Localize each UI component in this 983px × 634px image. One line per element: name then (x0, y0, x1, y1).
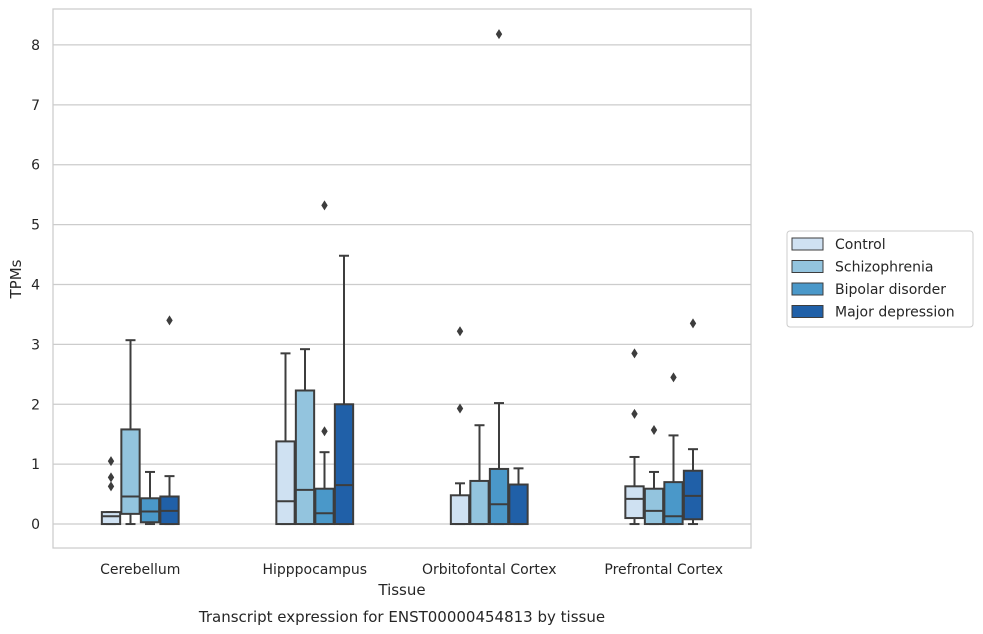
box (294, 389, 316, 526)
y-tick-label-4: 4 (31, 277, 40, 293)
y-tick-label-2: 2 (31, 397, 40, 413)
plot-frame (52, 8, 752, 549)
outlier-point (321, 426, 328, 437)
box-group (449, 326, 471, 526)
legend-swatch-3 (791, 282, 824, 296)
box-group (663, 372, 684, 526)
legend-swatch-4 (791, 305, 824, 318)
box-group (120, 339, 141, 526)
legend-label-2: Schizophrenia (835, 260, 933, 276)
y-tick-label-5: 5 (31, 218, 40, 234)
y-tick-label-6: 6 (31, 158, 40, 174)
y-tick-label-8: 8 (31, 38, 40, 54)
box-group (159, 315, 180, 526)
legend-swatch-2 (791, 260, 824, 273)
box-group (275, 352, 296, 526)
y-tick-label-7: 7 (31, 98, 40, 114)
box-group (333, 254, 355, 526)
box-group (508, 467, 529, 526)
outlier-point (107, 481, 115, 492)
box (139, 497, 161, 524)
outlier-point (670, 372, 677, 383)
x-tick-label-3: Orbitofontal Cortex (422, 562, 557, 578)
legend-label-4: Major depression (835, 305, 955, 321)
outlier-point (166, 315, 173, 326)
box (663, 481, 684, 526)
box-group (139, 470, 161, 526)
y-axis-title: TPMs (7, 259, 25, 299)
x-tick-label-2: Hipppocampus (262, 562, 367, 578)
box (333, 403, 355, 526)
outlier-point (689, 318, 697, 329)
outlier-point (107, 472, 115, 483)
box (275, 440, 296, 526)
outlier-point (631, 408, 638, 419)
outlier-point (631, 348, 638, 359)
box-group (488, 29, 510, 526)
box (100, 511, 122, 526)
y-tick-label-1: 1 (31, 457, 40, 473)
box-group (294, 348, 316, 526)
box (508, 483, 529, 526)
y-tick-labels: 0 1 2 3 4 5 6 7 8 (31, 38, 40, 533)
outlier-point (456, 326, 464, 337)
box (314, 487, 335, 526)
outlier-point (456, 403, 464, 414)
box (120, 428, 141, 515)
box (469, 479, 490, 526)
box (449, 494, 471, 526)
chart-caption: Transcript expression for ENST0000045481… (198, 608, 605, 626)
box (624, 485, 645, 520)
legend-frame (786, 230, 974, 328)
box (488, 467, 510, 526)
box (643, 487, 665, 526)
box-group (100, 456, 122, 526)
outlier-point (321, 200, 328, 211)
outlier-point (650, 425, 658, 436)
x-axis-title: Tissue (377, 581, 425, 599)
legend-label-1: Control (835, 237, 886, 253)
outlier-point (495, 29, 503, 40)
boxes (100, 29, 704, 526)
box-group (469, 424, 490, 526)
x-tick-label-1: Cerebellum (100, 562, 180, 578)
y-tick-label-3: 3 (31, 337, 40, 353)
x-tick-label-4: Prefrontal Cortex (604, 562, 723, 578)
x-tick-labels: Cerebellum Hipppocampus Orbitofontal Corte… (100, 562, 723, 578)
legend-swatch-1 (791, 237, 824, 251)
y-tick-label-0: 0 (31, 517, 40, 533)
gridlines (53, 44, 751, 525)
box-group (314, 200, 335, 526)
legend: Control Schizophrenia Bipolar disorder Majo… (786, 230, 974, 328)
box-group (643, 425, 665, 526)
outlier-point (107, 456, 115, 467)
legend-label-3: Bipolar disorder (835, 282, 946, 298)
box-group (624, 348, 645, 526)
box-group (682, 318, 704, 526)
